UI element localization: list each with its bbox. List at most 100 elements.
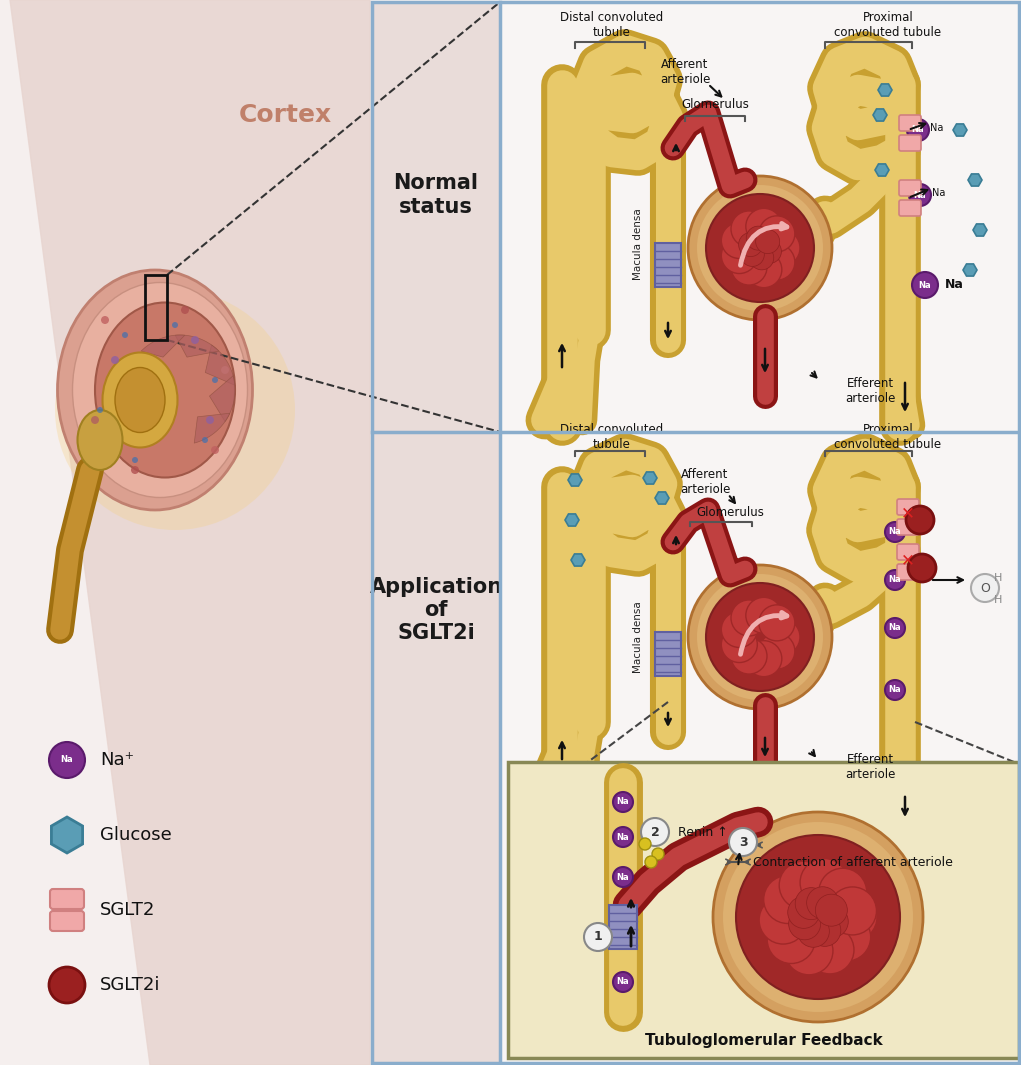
Circle shape: [816, 905, 848, 937]
Polygon shape: [141, 335, 185, 357]
Text: Efferent
arteriole: Efferent arteriole: [844, 753, 895, 781]
Ellipse shape: [115, 367, 165, 432]
Ellipse shape: [95, 302, 235, 477]
Text: Distal convoluted
tubule: Distal convoluted tubule: [561, 11, 664, 39]
Ellipse shape: [102, 353, 178, 447]
Circle shape: [645, 856, 657, 868]
Bar: [372, 2, 500, 432]
Circle shape: [613, 828, 633, 847]
Circle shape: [909, 184, 931, 206]
Text: Na: Na: [617, 798, 629, 806]
Polygon shape: [973, 224, 987, 236]
Polygon shape: [571, 554, 585, 567]
Polygon shape: [968, 174, 982, 186]
Circle shape: [181, 306, 189, 314]
Text: Proximal
convoluted tubule: Proximal convoluted tubule: [834, 11, 941, 39]
Text: Glomerulus: Glomerulus: [681, 98, 749, 112]
Circle shape: [912, 272, 938, 298]
Circle shape: [971, 574, 999, 602]
Bar: [145, 275, 167, 340]
Circle shape: [688, 566, 832, 709]
Circle shape: [736, 835, 900, 999]
Circle shape: [202, 437, 208, 443]
Text: Na: Na: [888, 686, 902, 694]
Circle shape: [816, 895, 847, 927]
Circle shape: [706, 583, 814, 691]
Text: Na: Na: [888, 527, 902, 537]
Circle shape: [652, 848, 664, 861]
FancyBboxPatch shape: [900, 135, 921, 151]
Circle shape: [697, 185, 823, 311]
Circle shape: [639, 838, 651, 850]
Circle shape: [885, 679, 905, 700]
Circle shape: [212, 377, 218, 383]
Circle shape: [760, 896, 808, 944]
Text: 2: 2: [650, 825, 660, 838]
Circle shape: [764, 230, 800, 266]
Circle shape: [823, 913, 871, 961]
FancyBboxPatch shape: [897, 564, 919, 580]
Text: Na: Na: [930, 122, 943, 133]
Circle shape: [809, 915, 841, 947]
Circle shape: [613, 792, 633, 812]
Text: Distal convoluted
tubule: Distal convoluted tubule: [561, 423, 664, 450]
Ellipse shape: [57, 271, 252, 510]
Circle shape: [759, 244, 795, 280]
Circle shape: [759, 633, 795, 669]
Circle shape: [797, 915, 829, 947]
Bar: [372, 2, 1019, 1063]
Text: Na⁺: Na⁺: [100, 751, 134, 769]
Circle shape: [829, 892, 877, 941]
Circle shape: [807, 887, 838, 919]
Circle shape: [906, 506, 934, 534]
Text: Na: Na: [914, 191, 926, 199]
Polygon shape: [205, 345, 235, 386]
Circle shape: [767, 916, 815, 964]
Circle shape: [764, 619, 800, 655]
Circle shape: [721, 237, 758, 274]
Polygon shape: [51, 817, 83, 853]
Text: Cortex: Cortex: [239, 103, 332, 127]
Circle shape: [132, 457, 138, 463]
Circle shape: [759, 216, 795, 251]
FancyBboxPatch shape: [897, 519, 919, 535]
Polygon shape: [655, 492, 669, 504]
Circle shape: [756, 230, 780, 253]
Text: Afferent
arteriole: Afferent arteriole: [680, 468, 730, 496]
Circle shape: [55, 290, 295, 530]
Text: Afferent
arteriole: Afferent arteriole: [660, 58, 711, 86]
Polygon shape: [176, 335, 218, 357]
Circle shape: [731, 638, 767, 674]
Polygon shape: [873, 109, 887, 121]
Circle shape: [806, 925, 854, 973]
FancyBboxPatch shape: [50, 911, 84, 931]
Circle shape: [172, 322, 178, 328]
Text: Na: Na: [60, 755, 74, 765]
Bar: [372, 432, 500, 1063]
Text: ✕: ✕: [902, 551, 915, 569]
Polygon shape: [953, 124, 967, 136]
Circle shape: [788, 907, 821, 939]
Circle shape: [758, 240, 781, 263]
Polygon shape: [10, 0, 370, 1065]
Polygon shape: [0, 0, 370, 1065]
Text: Contraction of afferent arteriole: Contraction of afferent arteriole: [753, 855, 953, 868]
Circle shape: [908, 554, 936, 581]
Text: Renin ↑: Renin ↑: [678, 825, 728, 838]
Text: O: O: [980, 581, 990, 594]
Circle shape: [723, 822, 913, 1012]
Circle shape: [749, 246, 774, 269]
Text: SGLT2i: SGLT2i: [100, 976, 160, 994]
Ellipse shape: [72, 282, 247, 497]
Text: Na: Na: [617, 833, 629, 841]
Bar: [370, 0, 1021, 1065]
Circle shape: [97, 407, 103, 413]
Circle shape: [613, 972, 633, 992]
Circle shape: [584, 923, 612, 951]
Bar: [609, 905, 637, 949]
Circle shape: [688, 176, 832, 320]
Circle shape: [721, 223, 758, 259]
Polygon shape: [194, 413, 230, 443]
Circle shape: [49, 967, 85, 1003]
Circle shape: [706, 194, 814, 302]
